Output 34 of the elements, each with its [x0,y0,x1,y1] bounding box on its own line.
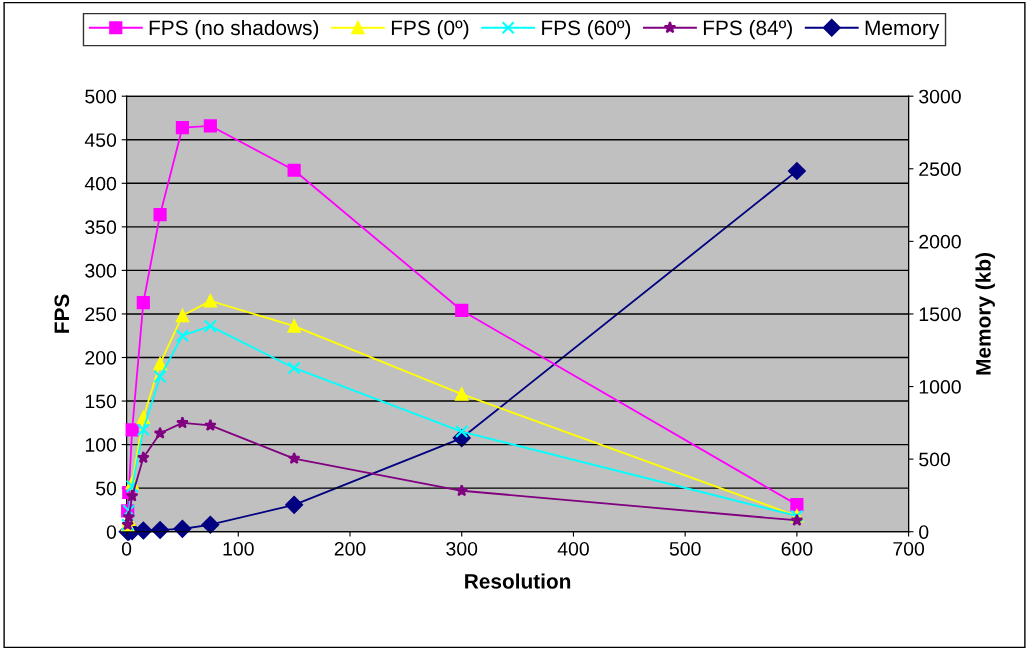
x-axis-title: Resolution [465,573,571,589]
legend-label: FPS (84º) [703,19,792,40]
y2-tick-label: 0 [919,525,929,539]
y-tick-label: 300 [85,263,117,278]
y-tick-label: 0 [106,525,117,539]
y-tick-label: 50 [96,481,117,496]
legend-label: FPS (60º) [542,19,631,40]
y2-tick-label: 1000 [919,380,961,394]
y-tick-label: 400 [84,176,117,191]
y2-tick-label: 500 [919,452,951,467]
x-tick-label: 600 [781,541,813,556]
legend-label: Memory [865,20,940,40]
y2-tick-label: 3000 [919,89,961,104]
y2-tick-label: 2000 [919,234,961,249]
y2-tick-label: 2500 [919,162,961,177]
y-tick-label: 200 [85,350,117,365]
y2-tick-label: 1500 [919,307,961,322]
x-tick-label: 200 [334,541,366,556]
y-tick-label: 350 [85,220,117,235]
y-axis-title: FPS [54,294,70,333]
y-tick-label: 450 [84,133,117,147]
y2-axis-title: Memory (kb) [975,253,995,375]
x-tick-label: 300 [446,541,478,556]
y-tick-label: 500 [85,89,117,104]
x-tick-label: 700 [893,541,925,556]
legend-label: FPS (no shadows) [149,19,319,40]
y-tick-label: 100 [85,438,117,452]
x-tick-label: 100 [223,541,254,556]
y-tick-label: 250 [85,307,117,322]
x-tick-label: 0 [121,541,132,556]
x-tick-label: 400 [557,541,589,556]
x-tick-label: 500 [669,541,701,556]
legend-label: FPS (0º) [391,19,469,40]
y-tick-label: 150 [85,394,117,409]
